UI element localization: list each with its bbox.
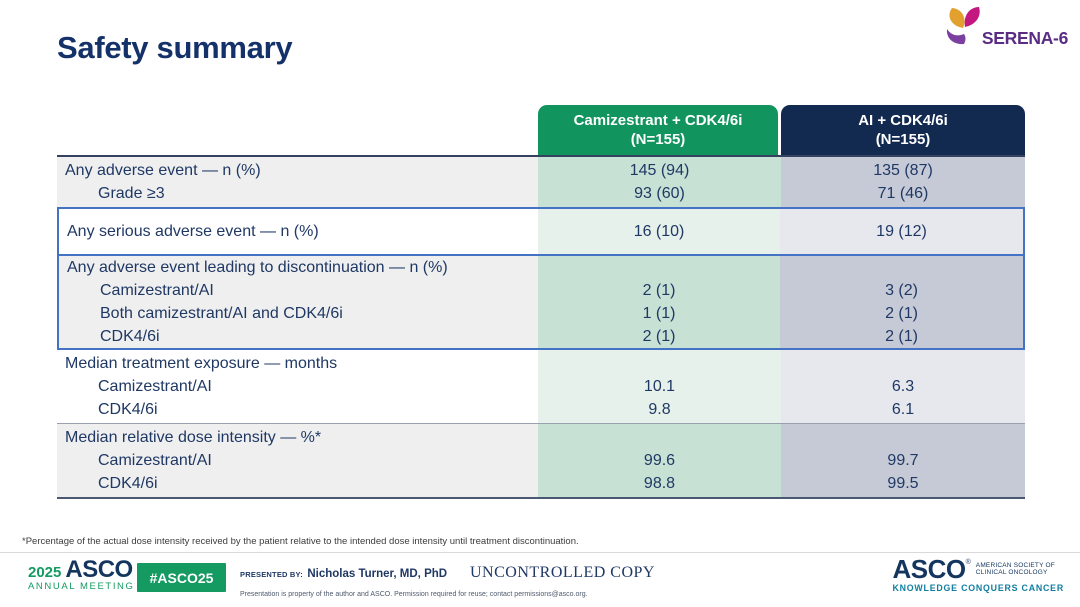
row-label-cell: Median relative dose intensity — %* Cami… [57, 424, 538, 497]
permission-text: Presentation is property of the author a… [240, 591, 588, 598]
table-header-row: Camizestrant + CDK4/6i (N=155) AI + CDK4… [57, 105, 1025, 155]
uncontrolled-copy-watermark: UNCONTROLLED COPY [470, 564, 655, 581]
serena-logo-text: SERENA-6 [981, 28, 1068, 48]
safety-table: Camizestrant + CDK4/6i (N=155) AI + CDK4… [57, 105, 1025, 499]
footer-divider [0, 552, 1080, 553]
asco-logo: ASCO ® AMERICAN SOCIETY OF CLINICAL ONCO… [892, 554, 1064, 593]
hashtag-badge: #ASCO25 [137, 563, 226, 592]
presenter-name: Nicholas Turner, MD, PhD [307, 568, 448, 580]
table-row-serious-adverse-event: Any serious adverse event — n (%) 16 (10… [57, 207, 1025, 256]
ai-value-cell: 6.3 6.1 [781, 350, 1025, 423]
row-label-cell: Median treatment exposure — months Camiz… [57, 350, 538, 423]
asco-tagline: KNOWLEDGE CONQUERS CANCER [892, 583, 1064, 593]
meeting-year: 2025 [28, 564, 62, 581]
column-header-camizestrant: Camizestrant + CDK4/6i (N=155) [538, 105, 778, 155]
asco-society-text: AMERICAN SOCIETY OF CLINICAL ONCOLOGY [975, 561, 1055, 577]
ai-value-cell: 135 (87) 71 (46) [781, 157, 1025, 207]
row-label-cell: Any serious adverse event — n (%) [59, 209, 539, 254]
header-spacer [57, 105, 538, 155]
table-row-dose-intensity: Median relative dose intensity — %* Cami… [57, 423, 1025, 497]
footnote: *Percentage of the actual dose intensity… [22, 536, 579, 547]
camizestrant-value-cell: 2 (1) 1 (1) 2 (1) [538, 256, 781, 348]
ai-value-cell: 99.7 99.5 [781, 424, 1025, 497]
ai-value-cell: 3 (2) 2 (1) 2 (1) [780, 256, 1024, 348]
row-label-cell: Any adverse event leading to discontinua… [59, 256, 539, 348]
ai-value-cell: 19 (12) [780, 209, 1024, 254]
presented-by-label: PRESENTED BY: [240, 570, 303, 579]
table-row-discontinuation: Any adverse event leading to discontinua… [57, 254, 1025, 350]
serena-flower-icon [943, 6, 982, 49]
registered-mark: ® [965, 559, 971, 566]
table-row-treatment-exposure: Median treatment exposure — months Camiz… [57, 350, 1025, 423]
asco-annual-meeting-logo: 2025 ASCO ANNUAL MEETING [28, 556, 135, 593]
page-title: Safety summary [57, 30, 293, 65]
camizestrant-value-cell: 10.1 9.8 [538, 350, 781, 423]
asco-wordmark: ASCO [892, 554, 966, 584]
serena-logo: SERENA-6 [943, 6, 1068, 49]
row-label-cell: Any adverse event — n (%) Grade ≥3 [57, 157, 538, 207]
camizestrant-value-cell: 16 (10) [538, 209, 781, 254]
camizestrant-value-cell: 99.6 98.8 [538, 424, 781, 497]
table-body: Any adverse event — n (%) Grade ≥3 145 (… [57, 155, 1025, 499]
camizestrant-value-cell: 145 (94) 93 (60) [538, 157, 781, 207]
presented-by-block: PRESENTED BY: Nicholas Turner, MD, PhD P… [240, 564, 588, 598]
column-header-ai: AI + CDK4/6i (N=155) [781, 105, 1025, 155]
table-row-any-adverse-event: Any adverse event — n (%) Grade ≥3 145 (… [57, 157, 1025, 207]
meeting-org: ASCO [65, 556, 133, 583]
meeting-name: ANNUAL MEETING [28, 581, 135, 592]
